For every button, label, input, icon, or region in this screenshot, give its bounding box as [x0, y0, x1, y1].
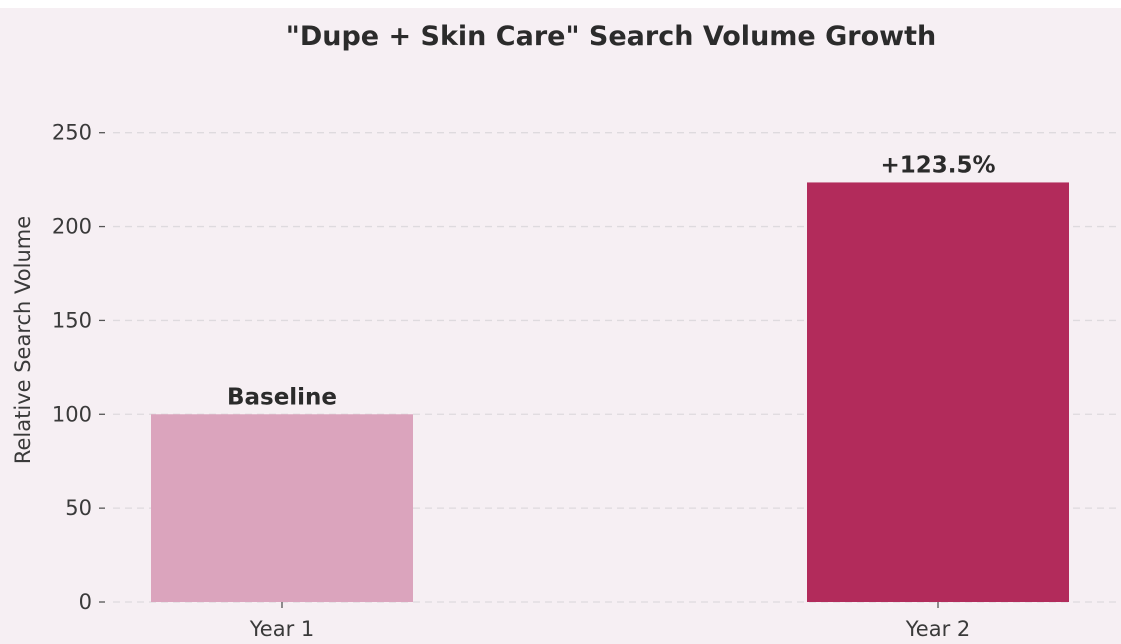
bar-annotation: +123.5%	[880, 152, 995, 178]
y-tick-label: 200	[52, 215, 92, 239]
x-tick-label: Year 1	[249, 617, 315, 641]
y-tick-label: 0	[79, 590, 92, 614]
chart-title: "Dupe + Skin Care" Search Volume Growth	[286, 21, 936, 52]
bars	[151, 182, 1069, 602]
x-axis-ticks: Year 1 Year 2	[249, 602, 971, 641]
bar-annotations: Baseline +123.5%	[227, 152, 996, 410]
x-tick-label: Year 2	[905, 617, 971, 641]
bar-2	[807, 182, 1069, 602]
bar-annotation: Baseline	[227, 384, 337, 410]
y-tick-label: 100	[52, 402, 92, 426]
bar-1	[151, 414, 413, 602]
y-tick-label: 250	[52, 121, 92, 145]
y-tick-label: 150	[52, 308, 92, 332]
y-tick-label: 50	[65, 496, 92, 520]
y-axis-label: Relative Search Volume	[11, 216, 35, 464]
y-axis-ticks: 0 50 100 150 200 250	[52, 121, 105, 614]
